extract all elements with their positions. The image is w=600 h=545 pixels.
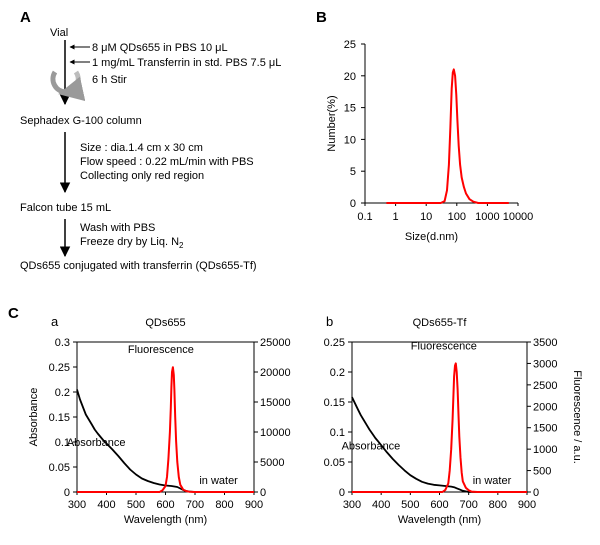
chart-title: QDs655-Tf [413, 317, 468, 329]
y2-tick-label: 15000 [260, 397, 291, 409]
y-tick-label: 0.05 [49, 462, 70, 474]
y-tick-label: 0.25 [49, 362, 70, 374]
y-tick-label: 0.15 [49, 412, 70, 424]
x-tick-label: 800 [215, 499, 233, 511]
y-tick-label: 0.3 [55, 337, 70, 349]
y-tick-label: 10 [344, 134, 356, 146]
x-axis-title: Wavelength (nm) [398, 514, 481, 526]
chart-title: QDs655 [145, 317, 185, 329]
collect-note: Collecting only red region [80, 170, 204, 182]
y-tick-label: 0 [350, 198, 356, 210]
absorbance-annotation: Absorbance [67, 437, 126, 449]
panel-a-label: A [20, 9, 31, 26]
fluorescence-annotation: Fluorescence [411, 340, 477, 352]
x-tick-label: 400 [372, 499, 390, 511]
vial-label: Vial [50, 27, 68, 39]
size-series-line [386, 68, 509, 204]
x-axis-title: Size(d.nm) [405, 231, 458, 243]
wash-label: Wash with PBS [80, 222, 155, 234]
x-tick-label: 700 [459, 499, 477, 511]
x-tick-label: 500 [401, 499, 419, 511]
panel-a: A Vial 8 μM QDs655 in PBS 10 μL 1 mg/mL … [20, 9, 281, 272]
stir-arrow-icon [58, 70, 86, 102]
stir-arc-icon [50, 70, 67, 95]
x-tick-label: 900 [518, 499, 536, 511]
absorbance-annotation: Absorbance [342, 440, 401, 452]
spectrum-chart-a: 0 0.05 0.1 0.15 0.2 0.25 0.3 0 5000 10000 15000 200… [28, 314, 291, 526]
x-tick-label: 600 [156, 499, 174, 511]
x-tick-label: 1000 [475, 211, 499, 223]
y2-tick-label: 10000 [260, 427, 291, 439]
y2-tick-label: 1000 [533, 444, 557, 456]
panel-c-label: C [8, 305, 19, 322]
y-axis-title: Number(%) [326, 95, 338, 151]
y2-tick-label: 25000 [260, 337, 291, 349]
reagent-1: 8 μM QDs655 in PBS 10 μL [92, 42, 228, 54]
freeze-label: Freeze dry by Liq. N2 [80, 236, 184, 250]
y-tick-label: 25 [344, 39, 356, 51]
y2-tick-label: 5000 [260, 457, 284, 469]
x-tick-label: 1 [393, 211, 399, 223]
x-tick-label: 10 [420, 211, 432, 223]
flow-speed: Flow speed : 0.22 mL/min with PBS [80, 156, 254, 168]
fluorescence-annotation: Fluorescence [128, 344, 194, 356]
y2-tick-label: 20000 [260, 367, 291, 379]
chart-sublabel: b [326, 314, 333, 329]
x-tick-label: 10000 [503, 211, 534, 223]
y-tick-label: 0.1 [330, 427, 345, 439]
y-axis-title: Absorbance [28, 388, 40, 447]
size-distribution-chart: 0 5 10 15 20 25 0.1 1 10 100 1000 10000 Size(d.nm) Nu… [326, 39, 533, 243]
panel-c: C 00.050.10.150.20.250.30500010000150002… [8, 305, 583, 526]
spectrum-chart-b: 0 0.05 0.1 0.15 0.2 0.25 0 500 1000 1500 2000 2500 3… [324, 314, 583, 526]
stir-label: 6 h Stir [92, 74, 127, 86]
y-tick-label: 0 [64, 487, 70, 499]
y-tick-label: 0.15 [324, 397, 345, 409]
y-tick-label: 20 [344, 71, 356, 83]
reagent-2: 1 mg/mL Transferrin in std. PBS 7.5 μL [92, 57, 281, 69]
chart-sublabel: a [51, 314, 59, 329]
product-label: QDs655 conjugated with transferrin (QDs6… [20, 260, 257, 272]
y2-tick-label: 1500 [533, 423, 557, 435]
y-tick-label: 15 [344, 103, 356, 115]
y2-tick-label: 3000 [533, 358, 557, 370]
y-tick-label: 0 [339, 487, 345, 499]
plot-frame [351, 341, 528, 493]
x-tick-label: 300 [343, 499, 361, 511]
x-tick-label: 100 [448, 211, 466, 223]
y-tick-label: 5 [350, 166, 356, 178]
y-tick-label: 0.05 [324, 457, 345, 469]
plot-frame [76, 341, 255, 493]
y-tick-label: 0.2 [55, 387, 70, 399]
absorbance-line [351, 396, 527, 493]
y2-tick-label: 2000 [533, 401, 557, 413]
x-tick-label: 300 [68, 499, 86, 511]
fluorescence-line [77, 366, 254, 493]
fluorescence-line [352, 362, 527, 493]
column-label: Sephadex G-100 column [20, 115, 142, 127]
medium-annotation: in water [473, 475, 512, 487]
y-tick-label: 0.2 [330, 367, 345, 379]
x-axis-title: Wavelength (nm) [124, 514, 207, 526]
y-tick-label: 0.1 [55, 437, 70, 449]
x-tick-label: 800 [489, 499, 507, 511]
x-tick-label: 900 [245, 499, 263, 511]
x-tick-label: 700 [186, 499, 204, 511]
y2-tick-label: 2500 [533, 380, 557, 392]
x-tick-label: 0.1 [357, 211, 372, 223]
medium-annotation: in water [199, 475, 238, 487]
y-tick-label: 0.25 [324, 337, 345, 349]
y2-axis-title: Fluorescence / a.u. [571, 370, 583, 464]
x-tick-label: 400 [97, 499, 115, 511]
y2-tick-label: 500 [533, 466, 551, 478]
y2-tick-label: 0 [260, 487, 266, 499]
panel-b-label: B [316, 9, 327, 26]
y2-tick-label: 0 [533, 487, 539, 499]
falcon-label: Falcon tube 15 mL [20, 202, 111, 214]
x-tick-label: 500 [127, 499, 145, 511]
column-size: Size : dia.1.4 cm x 30 cm [80, 142, 203, 154]
panel-b: B 0 5 10 15 20 25 0.1 1 10 100 1000 10000 Size(d.nm)… [316, 9, 533, 243]
y2-tick-label: 3500 [533, 337, 557, 349]
x-tick-label: 600 [430, 499, 448, 511]
